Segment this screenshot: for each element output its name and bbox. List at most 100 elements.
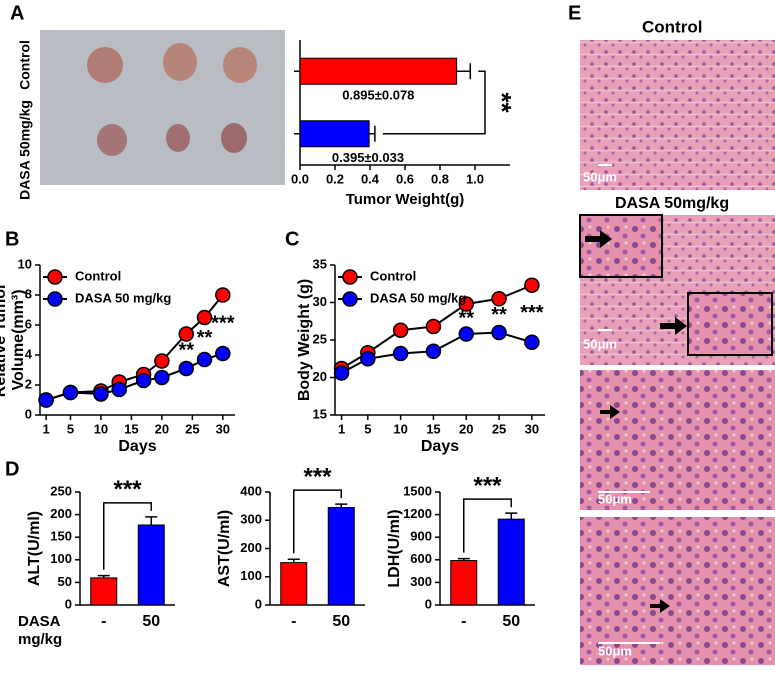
error-bar — [335, 503, 348, 508]
y-tick-label: 600 — [410, 551, 432, 566]
category-label: DASA 50mg/kg — [17, 100, 33, 200]
point — [524, 334, 540, 350]
point — [425, 318, 442, 335]
y-tick-label: 30 — [313, 294, 327, 309]
y-tick-label: 0 — [425, 596, 432, 611]
y-tick-label: 100 — [240, 568, 262, 583]
panel-label: B — [5, 228, 19, 250]
y-tick-label: 300 — [240, 512, 262, 527]
panel-label: A — [10, 2, 24, 24]
legend-label: Control — [75, 268, 121, 283]
significance-label: *** — [520, 302, 544, 324]
y-tick-label: 4 — [25, 346, 33, 361]
point — [38, 392, 54, 408]
x-tick-label: 10 — [393, 421, 407, 436]
significance-label: *** — [473, 472, 502, 499]
point — [135, 372, 152, 389]
point — [62, 384, 79, 401]
x-tick-label: 20 — [155, 421, 169, 436]
y-axis-label: AST(U/ml) — [216, 510, 233, 587]
x-tick-label: 5 — [67, 421, 74, 436]
significance-bracket — [293, 489, 342, 554]
point — [425, 343, 442, 359]
bar — [90, 577, 118, 606]
x-axis-label: Days — [118, 438, 156, 455]
x-tick-label: 5 — [364, 421, 371, 436]
x-tick-label: 25 — [492, 421, 506, 436]
bar — [299, 120, 370, 148]
error-bar — [369, 125, 376, 142]
point — [491, 291, 507, 307]
bar — [450, 560, 478, 606]
bar — [137, 524, 165, 606]
point — [333, 365, 350, 381]
legend-label: DASA 50 mg/kg — [370, 290, 466, 305]
histology-title: DASA 50mg/kg — [615, 195, 729, 212]
y-tick-label: 1500 — [403, 483, 432, 498]
category-label: Control — [17, 40, 33, 90]
y-tick-label: 0 — [255, 596, 262, 611]
x-tick-label: 50 — [142, 613, 160, 630]
x-tick-label: - — [101, 613, 106, 630]
point — [215, 345, 231, 362]
y-tick-label: 50 — [58, 574, 72, 589]
point — [111, 381, 127, 398]
bar — [497, 518, 525, 606]
y-tick-label: 6 — [25, 316, 32, 331]
y-axis-label: Body Weight (g) — [296, 279, 313, 401]
x-tick-label: 50 — [332, 613, 350, 630]
point — [524, 277, 540, 293]
y-tick-label: 0 — [25, 406, 32, 421]
point — [360, 351, 376, 367]
x-tick-label: 0.0 — [291, 171, 309, 186]
x-axis-label: Tumor Weight(g) — [346, 191, 465, 208]
bar — [327, 507, 355, 606]
significance-label: ** — [491, 304, 507, 326]
point — [154, 369, 170, 386]
significance-label: *** — [211, 313, 235, 335]
scale-bar-label: 50μm — [583, 169, 617, 184]
point — [215, 287, 231, 303]
y-axis-label: LDH(U/ml) — [386, 509, 403, 587]
legend-marker — [342, 269, 358, 285]
x-tick-label: 30 — [525, 421, 539, 436]
point — [491, 324, 507, 341]
point — [196, 309, 213, 326]
x-tick-label: 0.2 — [326, 171, 344, 186]
histology-images — [579, 40, 775, 665]
x-tick-label: 10 — [94, 421, 108, 436]
significance-bracket — [463, 498, 512, 553]
x-tick-label: 15 — [124, 421, 138, 436]
x-tick-label: 25 — [185, 421, 199, 436]
legend-label: DASA 50 mg/kg — [75, 290, 171, 305]
x-tick-label: - — [461, 613, 466, 630]
x-axis-label: Days — [421, 438, 459, 455]
significance-label: *** — [303, 463, 332, 490]
point — [458, 296, 474, 312]
y-tick-label: 1200 — [403, 506, 432, 521]
error-bar — [97, 574, 110, 578]
x-tick-label: - — [291, 613, 296, 630]
y-tick-label: 900 — [410, 529, 432, 544]
scale-bar-label: 50μm — [598, 643, 632, 658]
y-axis-label: Relative Tumor — [0, 283, 9, 397]
y-tick-label: 200 — [50, 506, 72, 521]
panel-label: E — [568, 2, 581, 24]
x-tick-label: 50 — [502, 613, 520, 630]
y-tick-label: 250 — [50, 483, 72, 498]
tumors — [87, 43, 257, 156]
error-bar — [145, 516, 158, 525]
scale-bar-label: 50μm — [598, 491, 632, 506]
significance-label: ** — [178, 340, 194, 362]
scale-bar-label: 50μm — [583, 336, 617, 351]
point — [93, 386, 109, 402]
legend-marker — [47, 269, 63, 285]
y-axis-label: ALT(U/ml) — [26, 511, 43, 586]
y-tick-label: 0 — [65, 596, 72, 611]
significance-label: ** — [487, 92, 517, 113]
y-axis-label: Volume(mm³) — [10, 289, 27, 390]
point — [392, 345, 409, 362]
x-tick-label: 0.6 — [396, 171, 414, 186]
value-label: 0.395±0.033 — [332, 150, 404, 165]
point — [178, 360, 194, 377]
